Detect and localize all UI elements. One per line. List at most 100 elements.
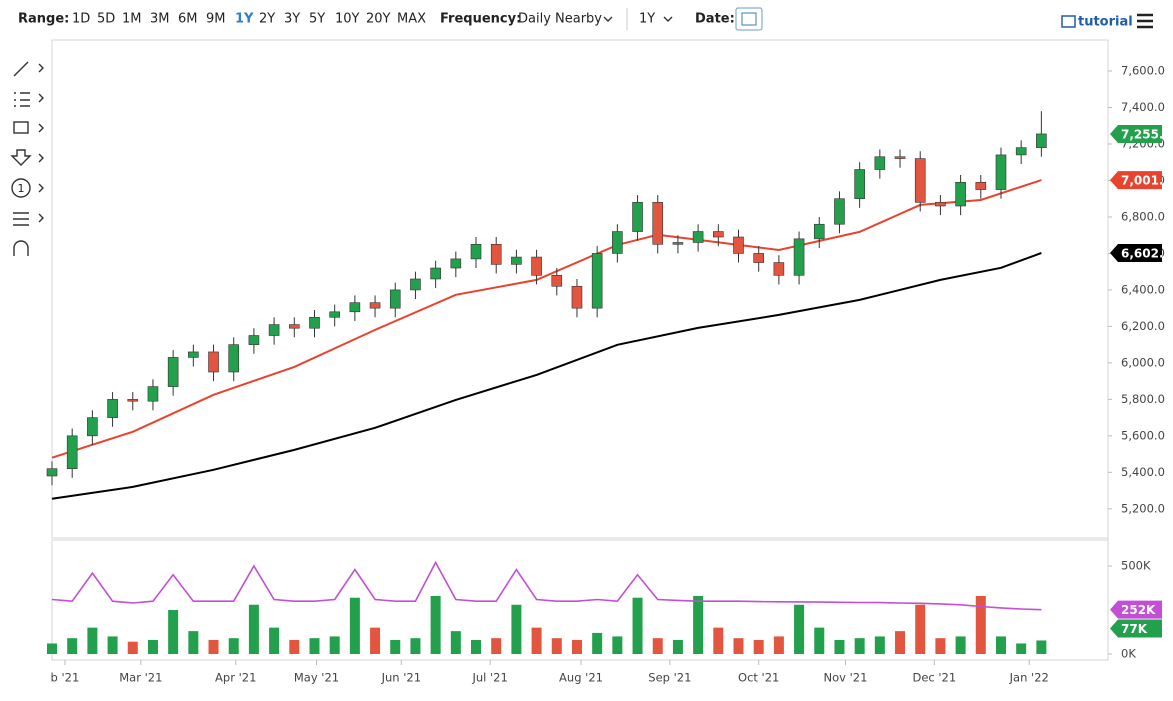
volume-bar [349, 597, 360, 655]
arrow-tool[interactable] [10, 149, 32, 166]
y-tick-label: 500K [1121, 559, 1151, 573]
candle-body [612, 231, 623, 254]
magnet-tool[interactable] [13, 240, 29, 256]
volume-bar [834, 639, 845, 655]
dropdown-arrow[interactable] [603, 16, 613, 22]
candle-body [450, 258, 462, 269]
volume-bar [975, 595, 986, 655]
menu-button[interactable] [1137, 13, 1153, 29]
candle-body [349, 302, 361, 313]
y-tick-label: 6,400.0 [1121, 282, 1165, 296]
candle-body [87, 417, 98, 437]
candle-body [410, 278, 421, 291]
x-tick-label: Sep '21 [648, 671, 691, 685]
date-button[interactable] [735, 7, 763, 31]
volume-bar [269, 627, 280, 655]
range-button[interactable]: 20Y [366, 12, 391, 27]
volume-bar [632, 597, 643, 655]
range-button[interactable]: 6M [178, 12, 198, 27]
candle-body [46, 468, 58, 477]
range-button[interactable]: 3M [150, 12, 170, 27]
y-tick-label: 5,600.0 [1121, 428, 1165, 442]
range-button[interactable]: 1M [122, 12, 142, 27]
candle-body [591, 253, 603, 309]
volume-bar [531, 627, 542, 655]
volume-bar [390, 639, 401, 655]
volume-bar [753, 639, 764, 655]
candle-body [652, 202, 664, 245]
volume-bar [67, 638, 78, 655]
line-tool[interactable] [13, 61, 29, 77]
period-select[interactable]: 1Y [639, 12, 655, 27]
candle-body [1015, 147, 1027, 156]
moving-average-line [51, 560, 1042, 611]
candle-body [369, 302, 381, 309]
range-button[interactable]: 5Y [309, 12, 325, 27]
x-tick-label: Oct '21 [738, 671, 779, 685]
candle-body [228, 344, 240, 373]
candle-body [188, 351, 199, 358]
dropdown-arrow[interactable] [663, 16, 673, 22]
tutorial-link[interactable]: tutorial [1078, 15, 1133, 30]
volume-bar [693, 595, 704, 655]
candle-body [894, 156, 906, 159]
volume-bar [289, 639, 300, 655]
x-tick-label: Mar '21 [119, 671, 162, 685]
candle-body [309, 316, 320, 329]
volume-bar [794, 604, 805, 655]
volume-bar [592, 632, 603, 655]
range-button[interactable]: 2Y [259, 12, 275, 27]
volume-bar [551, 638, 562, 655]
x-tick-label: Nov '21 [824, 671, 868, 685]
value-label: 252K [1121, 603, 1156, 617]
volume-bar [773, 636, 784, 655]
range-button[interactable]: 5D [97, 12, 115, 27]
candle-body [914, 158, 926, 203]
x-tick-label: Aug '21 [559, 671, 603, 685]
range-button[interactable]: 9M [206, 12, 226, 27]
y-tick-label: 6,000.0 [1121, 355, 1165, 369]
shape-tool[interactable] [13, 121, 29, 134]
volume-bar [915, 604, 926, 655]
volume-bar [410, 638, 421, 655]
value-label-box [1110, 244, 1162, 263]
candle-body [713, 231, 724, 238]
candle-body [955, 181, 966, 207]
candle-body [632, 202, 643, 232]
candle-body [995, 154, 1007, 190]
candle-body [551, 275, 563, 287]
moving-average-line [51, 252, 1042, 500]
volume-bar [228, 638, 239, 655]
candle-body [511, 256, 522, 265]
volume-bar [1036, 640, 1047, 655]
fib-tool[interactable] [14, 92, 30, 107]
tutorial-icon[interactable] [1061, 15, 1076, 28]
volume-bar [87, 627, 98, 655]
volume-bar [652, 638, 663, 655]
candle-body [571, 285, 583, 309]
range-button[interactable]: 3Y [284, 12, 300, 27]
value-label: 7,255.0 [1121, 127, 1172, 141]
candle-body [753, 253, 764, 263]
tool-expand[interactable] [38, 63, 44, 223]
candle-body [793, 238, 805, 276]
range-button[interactable]: 10Y [335, 12, 360, 27]
counter-tool[interactable] [11, 178, 31, 198]
y-tick-label: 6,800.0 [1121, 209, 1165, 223]
candle-body [975, 181, 987, 190]
range-button[interactable]: 1Y [235, 12, 254, 27]
candle-body [389, 289, 401, 309]
candle-body [107, 399, 118, 418]
volume-bar [168, 610, 179, 655]
range-button[interactable]: 1D [72, 12, 90, 27]
volume-bar [995, 636, 1006, 655]
x-tick-label: Jan '22 [1009, 671, 1049, 685]
range-button[interactable]: MAX [397, 12, 426, 27]
measure-tool[interactable] [13, 212, 29, 226]
frequency-select[interactable]: Daily Nearby [518, 12, 602, 27]
frequency-label: Frequency: [440, 12, 521, 27]
candle-body [430, 267, 441, 280]
candle-body [147, 386, 159, 402]
candle-body [672, 242, 684, 245]
